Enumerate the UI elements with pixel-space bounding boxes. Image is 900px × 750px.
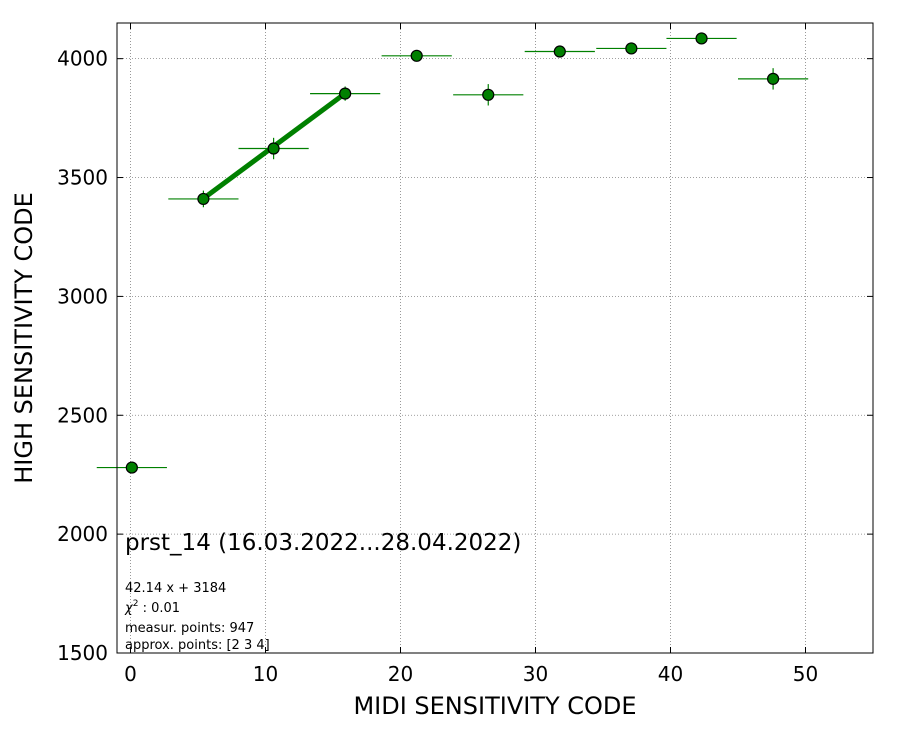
ticks: 0 10 20 30 40 50 1500 2000 2500 3000 3500 4000 <box>57 23 873 686</box>
x-tick-label: 30 <box>523 662 548 686</box>
data-point <box>197 192 210 206</box>
data-point <box>625 42 638 55</box>
chi2-value: : 0.01 <box>138 601 180 616</box>
plot-frame <box>116 22 874 654</box>
data-point <box>766 72 780 85</box>
x-tick-label: 40 <box>658 662 683 686</box>
x-tick-label: 20 <box>388 662 413 686</box>
data-point <box>125 461 138 474</box>
annotation-chi2: χ2 : 0.01 <box>124 599 180 616</box>
annotation-title: prst_14 (16.03.2022...28.04.2022) <box>125 530 521 556</box>
y-tick-label: 1500 <box>57 641 108 665</box>
annotation-equation: 42.14 x + 3184 <box>125 581 226 596</box>
y-tick-label: 4000 <box>57 47 108 71</box>
y-tick-label: 3500 <box>57 166 108 190</box>
data-point <box>410 49 423 62</box>
x-axis-label: MIDI SENSITIVITY CODE <box>353 692 636 720</box>
y-tick-label: 2000 <box>57 522 108 546</box>
y-tick-label: 2500 <box>57 403 108 427</box>
y-tick-label: 3000 <box>57 284 108 308</box>
data-points <box>125 32 780 474</box>
grid <box>117 23 873 654</box>
chi2-superscript: 2 <box>133 599 139 609</box>
data-point <box>482 88 495 101</box>
data-point <box>553 45 566 58</box>
data-point <box>695 32 708 45</box>
x-tick-label: 0 <box>124 662 137 686</box>
y-axis-label: HIGH SENSITIVITY CODE <box>10 192 38 484</box>
annotation-measur-points: measur. points: 947 <box>125 621 254 636</box>
x-tick-label: 10 <box>253 662 278 686</box>
data-point <box>339 87 352 100</box>
annotation-approx-points: approx. points: [2 3 4] <box>125 638 270 653</box>
x-tick-label: 50 <box>793 662 818 686</box>
data-point <box>267 142 280 155</box>
chi2-symbol: χ <box>124 601 134 616</box>
